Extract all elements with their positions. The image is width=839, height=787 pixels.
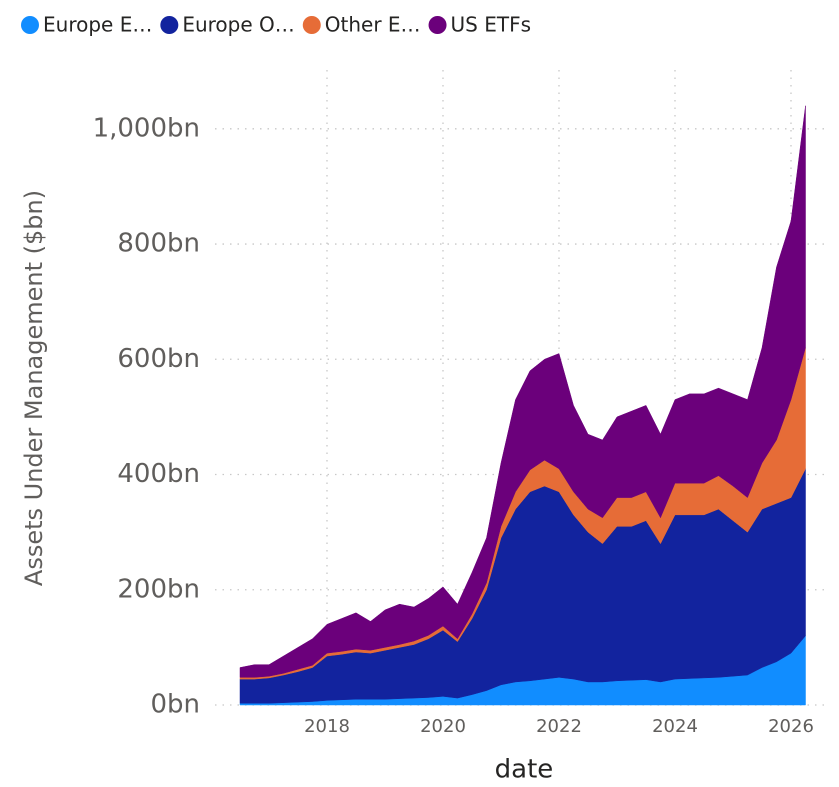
y-axis-title: Assets Under Management ($bn)	[20, 190, 48, 586]
y-tick-label: 200bn	[117, 574, 200, 604]
legend-swatch	[21, 16, 39, 34]
legend-swatch	[428, 16, 447, 34]
x-tick-label: 2026	[768, 716, 814, 737]
x-axis-title: date	[495, 755, 554, 785]
y-tick-label: 400bn	[117, 459, 200, 489]
legend-label: Europe E…	[43, 13, 152, 37]
x-tick-label: 2022	[536, 716, 582, 737]
area	[239, 105, 806, 678]
legend-label: US ETFs	[451, 13, 531, 37]
legend-label: Other E…	[325, 13, 421, 37]
x-tick-label: 2020	[420, 716, 466, 737]
legend-label: Europe O…	[182, 13, 294, 37]
x-tick-label: 2018	[304, 716, 350, 737]
y-tick-label: 600bn	[117, 344, 200, 374]
legend-swatch	[302, 16, 321, 34]
legend-swatch	[160, 16, 179, 34]
y-tick-label: 1,000bn	[93, 113, 200, 143]
y-tick-label: 800bn	[117, 229, 200, 259]
y-tick-label: 0bn	[150, 690, 200, 720]
x-tick-label: 2024	[652, 716, 698, 737]
